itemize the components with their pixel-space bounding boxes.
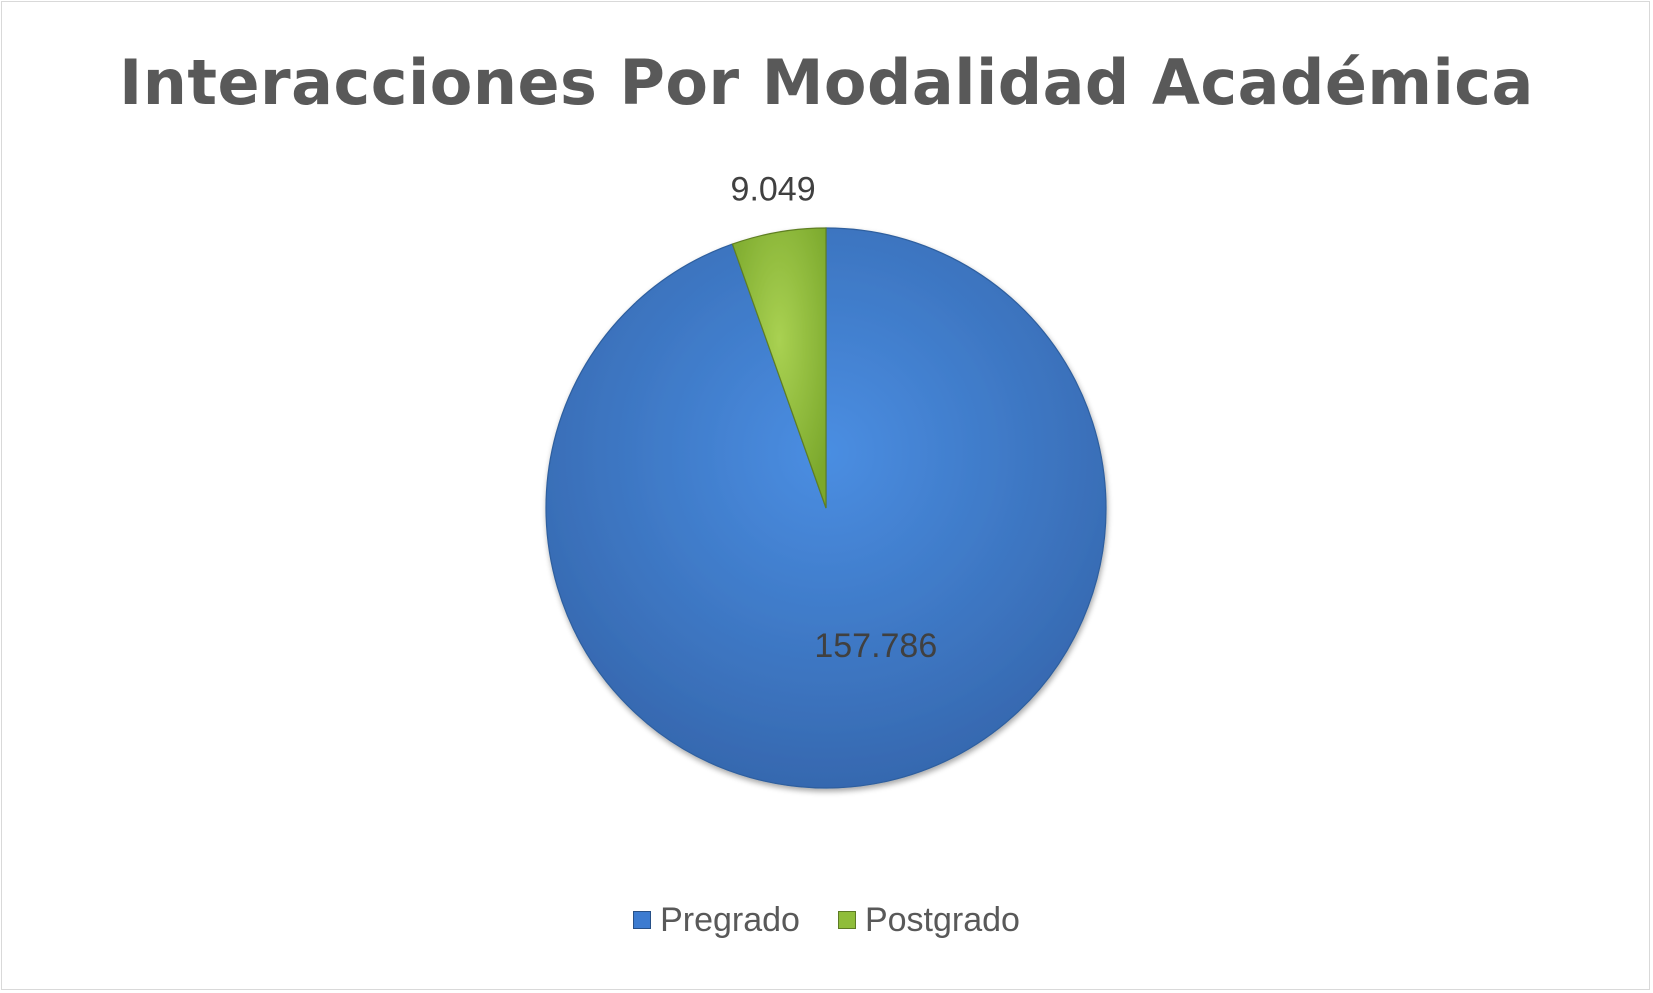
legend-item-postgrado: Postgrado bbox=[837, 900, 1020, 940]
chart-legend: Pregrado Postgrado bbox=[0, 900, 1653, 940]
legend-swatch-pregrado bbox=[633, 911, 652, 929]
data-label-pregrado: 157.786 bbox=[814, 627, 937, 665]
pie-slice-pregrado bbox=[545, 227, 1107, 789]
data-label-postgrado: 9.049 bbox=[731, 171, 816, 209]
legend-label-pregrado: Pregrado bbox=[660, 901, 800, 939]
legend-swatch-postgrado bbox=[837, 911, 856, 929]
chart-title: Interacciones Por Modalidad Académica bbox=[119, 46, 1534, 119]
legend-label-postgrado: Postgrado bbox=[864, 901, 1020, 939]
pie-slice-postgrado bbox=[731, 227, 827, 509]
legend-item-pregrado: Pregrado bbox=[633, 900, 800, 940]
